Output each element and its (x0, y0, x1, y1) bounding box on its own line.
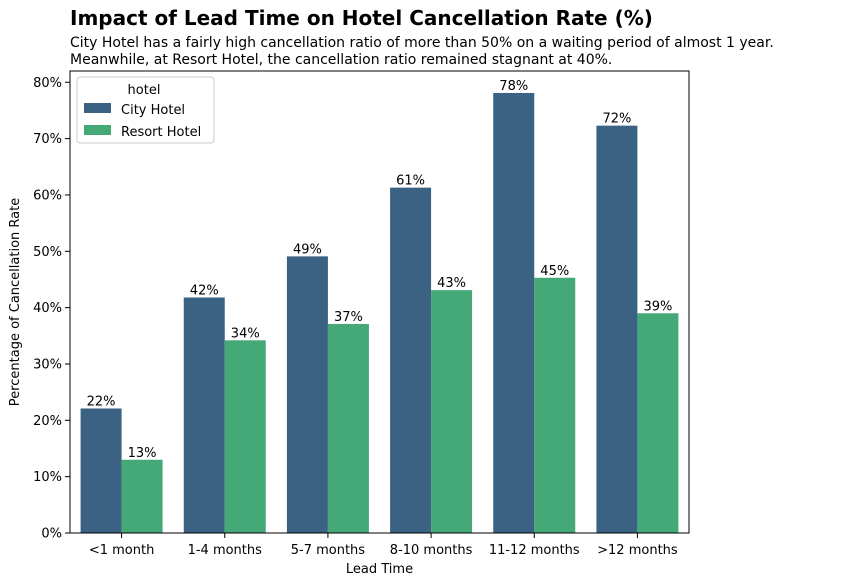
subtitle-line-2: Meanwhile, at Resort Hotel, the cancella… (70, 52, 613, 68)
chart-subtitle: City Hotel has a fairly high cancellatio… (70, 35, 774, 69)
bar-value-label: 39% (643, 299, 672, 314)
y-axis: 0% 10% 20% 30% 40% 50% 60% 70% 80% (33, 76, 70, 542)
legend-swatch-resort-hotel (84, 125, 111, 135)
bar-value-label: 43% (437, 276, 466, 291)
bar-resort-hotel (327, 323, 369, 533)
bar-city-hotel (390, 187, 432, 533)
x-tick-label: 8-10 months (390, 543, 473, 558)
x-tick-label: 5-7 months (291, 543, 366, 558)
bar-value-label: 37% (334, 310, 363, 325)
y-tick-label: 50% (33, 245, 62, 260)
y-tick-label: 60% (33, 188, 62, 203)
bar-value-label: 42% (190, 283, 219, 298)
y-tick-label: 10% (33, 470, 62, 485)
bar-city-hotel (596, 125, 638, 534)
x-axis-label: Lead Time (346, 562, 413, 577)
legend-label-city-hotel: City Hotel (121, 103, 185, 118)
bar-city-hotel (286, 256, 328, 533)
legend-box (76, 76, 215, 144)
y-tick-label: 80% (33, 76, 62, 91)
y-tick-label: 20% (33, 414, 62, 429)
y-tick-label: 70% (33, 132, 62, 147)
bars-group (80, 92, 679, 534)
y-tick-label: 40% (33, 301, 62, 316)
y-tick-label: 0% (41, 527, 62, 542)
subtitle-line-1: City Hotel has a fairly high cancellatio… (70, 35, 774, 51)
x-tick-label: 1-4 months (188, 543, 263, 558)
chart-title: Impact of Lead Time on Hotel Cancellatio… (70, 6, 653, 30)
bar-value-label: 78% (499, 79, 528, 94)
legend-swatch-city-hotel (84, 103, 111, 113)
plot-frame (69, 70, 690, 534)
bar-resort-hotel (224, 340, 266, 533)
bar-value-label: 72% (602, 112, 631, 127)
x-tick-label: 11-12 months (489, 543, 580, 558)
bar-value-label: 34% (231, 326, 260, 341)
bar-value-label: 13% (128, 446, 157, 461)
x-axis: <1 month 1-4 months 5-7 months 8-10 months 1… (89, 533, 678, 558)
y-axis-label: Percentage of Cancellation Rate (8, 198, 23, 406)
bar-resort-hotel (121, 459, 163, 533)
bar-city-hotel (493, 92, 535, 533)
y-tick-label: 30% (33, 357, 62, 372)
bar-city-hotel (183, 297, 225, 533)
bar-value-label: 22% (87, 394, 116, 409)
x-tick-label: >12 months (597, 543, 678, 558)
bar-resort-hotel (534, 277, 576, 533)
bar-labels-group: 22% 13% 42% 34% 49% 37% 61% 43% 78% 45% 72% 39% (87, 79, 673, 461)
legend-label-resort-hotel: Resort Hotel (121, 125, 201, 140)
bar-city-hotel (80, 408, 122, 533)
bar-resort-hotel (637, 313, 679, 533)
legend-title: hotel (128, 83, 161, 98)
bar-value-label: 61% (396, 174, 425, 189)
bar-value-label: 49% (293, 242, 322, 257)
x-tick-label: <1 month (89, 543, 155, 558)
bar-resort-hotel (431, 290, 473, 533)
legend: hotel City Hotel Resort Hotel (76, 76, 215, 144)
bar-value-label: 45% (540, 264, 569, 279)
